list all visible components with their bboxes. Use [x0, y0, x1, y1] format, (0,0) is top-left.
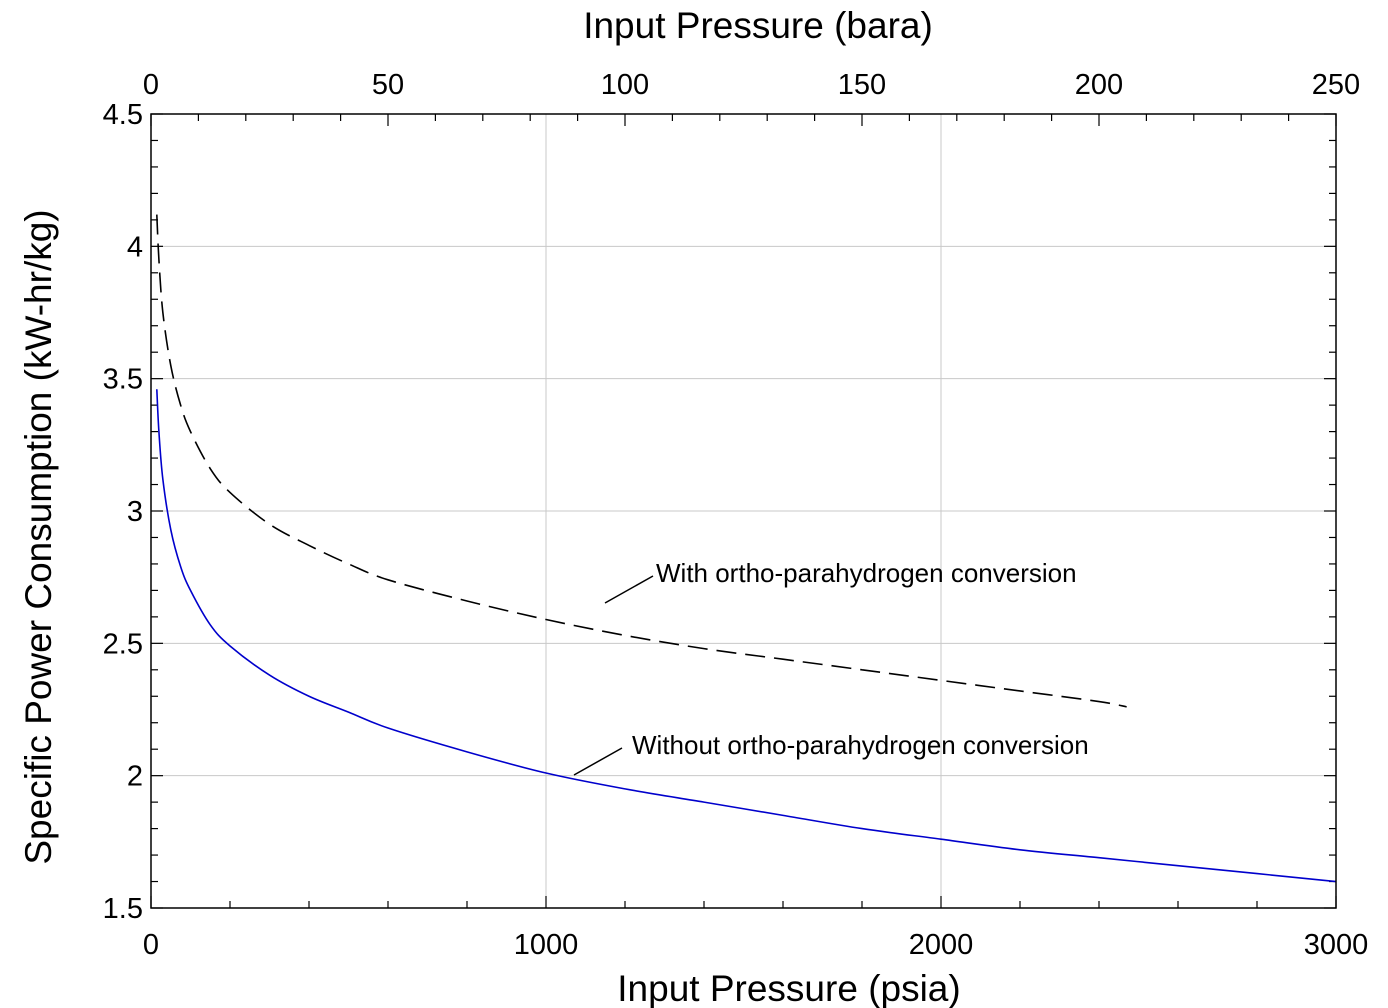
grid-layer	[151, 114, 1336, 908]
series-layer	[156, 214, 1337, 883]
leader-layer	[573, 575, 654, 776]
series-line-with-conversion	[156, 214, 1127, 708]
annotation-without-conversion: Without ortho-parahydrogen conversion	[632, 730, 1089, 760]
y-tick-label: 1.5	[103, 893, 143, 925]
y-axis-title: Specific Power Consumption (kW-hr/kg)	[18, 209, 59, 864]
annotation-leader-with-conversion	[604, 575, 654, 604]
x-tick-label: 3000	[1304, 929, 1369, 961]
x2-tick-label: 250	[1312, 69, 1360, 101]
y-tick-label: 2	[127, 761, 143, 793]
plot-frame	[150, 113, 1337, 909]
x2-tick-label: 50	[372, 69, 404, 101]
y-tick-label: 3.5	[103, 364, 143, 396]
x2-tick-label: 150	[838, 69, 886, 101]
x-axis-title: Input Pressure (psia)	[617, 968, 960, 1008]
x2-tick-label: 0	[143, 69, 159, 101]
tick-label-layer: 0 1000 2000 3000 0 50 100 150 200 250 1.5 2 2.5 3 3.5 4…	[103, 69, 1369, 961]
x-tick-label: 1000	[514, 929, 579, 961]
x-tick-label: 2000	[909, 929, 974, 961]
x-tick-label: 0	[143, 929, 159, 961]
annotation-leader-without-conversion	[573, 747, 623, 776]
x2-tick-label: 100	[601, 69, 649, 101]
annotation-with-conversion: With ortho-parahydrogen conversion	[656, 558, 1077, 588]
x2-tick-label: 200	[1075, 69, 1123, 101]
y-tick-label: 4	[127, 231, 143, 263]
series-line-without-conversion	[156, 389, 1337, 883]
top-axis-title: Input Pressure (bara)	[583, 5, 933, 46]
y-tick-label: 3	[127, 496, 143, 528]
y-tick-label: 4.5	[103, 99, 143, 131]
y-tick-label: 2.5	[103, 628, 143, 660]
